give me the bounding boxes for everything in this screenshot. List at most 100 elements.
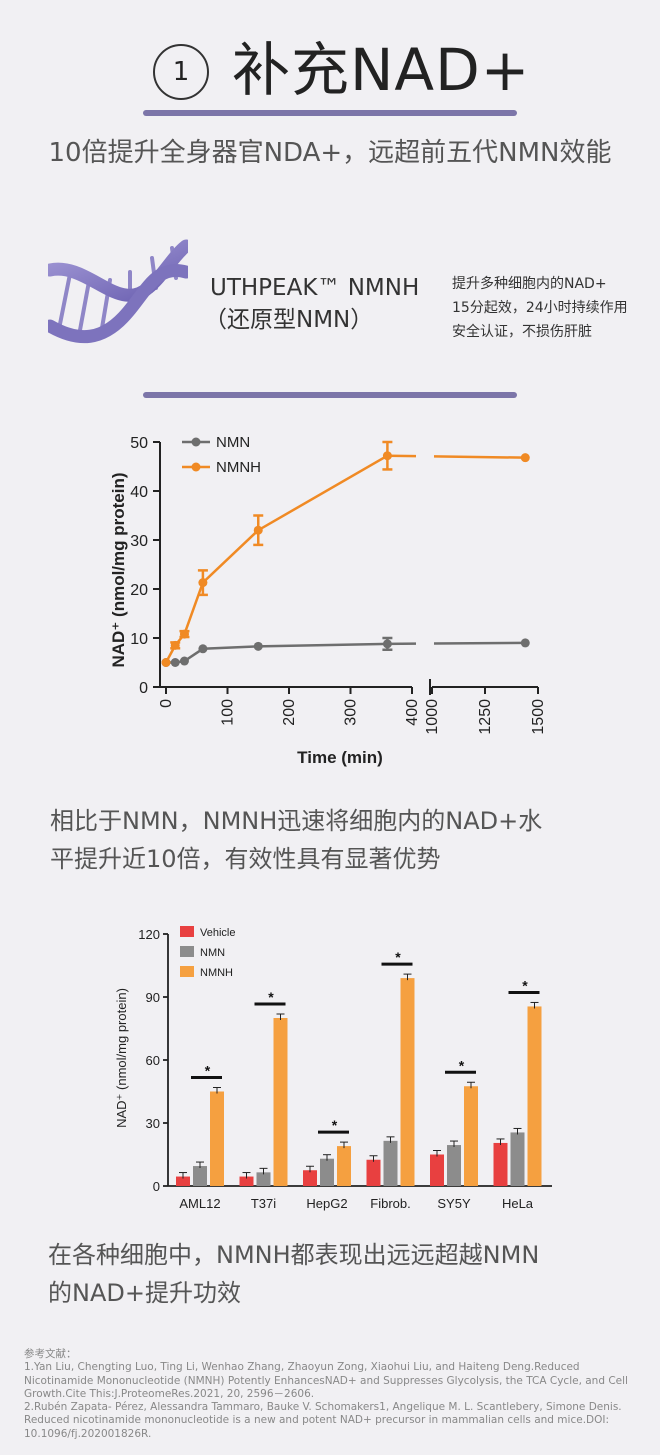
caption-chart1: 相比于NMN，NMNH迅速将细胞内的NAD+水 平提升近10倍，有效性具有显著优…	[50, 802, 542, 878]
significance-star: *	[205, 1063, 211, 1079]
legend-swatch	[180, 926, 194, 937]
x-tick-label: 1250	[477, 699, 494, 735]
divider-middle	[143, 392, 517, 398]
bar-nmnh	[273, 1018, 288, 1186]
series-line	[164, 454, 389, 664]
dna-helix-icon	[48, 239, 188, 344]
y-tick-label: 50	[130, 435, 148, 452]
legend-label: Vehicle	[200, 927, 235, 939]
references-heading: 参考文献：	[24, 1348, 77, 1360]
significance-star: *	[459, 1057, 465, 1073]
legend-label: NMN	[200, 947, 225, 959]
reference-item: 1.Yan Liu, Chengting Luo, Ting Li, Wenha…	[24, 1361, 628, 1400]
y-tick-label: 0	[153, 1179, 160, 1194]
feature-item: 15分起效，24小时持续作用	[452, 300, 628, 316]
bar-vehicle	[303, 1170, 317, 1186]
y-tick-label: 20	[130, 582, 148, 599]
product-name-line2: （还原型NMN）	[204, 307, 374, 333]
reference-item: 2.Rubén Zapata- Pérez, Alessandra Tammar…	[24, 1401, 622, 1440]
significance-star: *	[268, 989, 274, 1005]
subtitle: 10倍提升全身器官NDA+，远超前五代NMN效能	[48, 138, 612, 168]
y-tick-label: 90	[146, 990, 160, 1005]
bar-group-hela: * HeLa	[493, 977, 542, 1211]
caption-line: 平提升近10倍，有效性具有显著优势	[50, 845, 441, 873]
bar-vehicle	[366, 1159, 381, 1186]
legend-label: NMNH	[216, 459, 261, 476]
significance-star: *	[332, 1117, 338, 1133]
data-point	[179, 629, 189, 639]
x-tick-label: Fibrob.	[370, 1196, 410, 1211]
legend-label: NMN	[216, 434, 250, 451]
y-tick-label: 30	[146, 1116, 160, 1131]
series-nmnh	[161, 440, 530, 667]
bar-vehicle	[430, 1154, 444, 1186]
series-line	[433, 641, 526, 645]
data-point	[382, 639, 392, 649]
data-point	[253, 641, 263, 651]
references: 参考文献： 1.Yan Liu, Chengting Luo, Ting Li,…	[24, 1348, 636, 1441]
bar-group-aml12: * AML12	[176, 1063, 224, 1211]
bar-nmn	[320, 1158, 334, 1186]
bar-nmnh	[400, 978, 415, 1186]
series-line	[433, 455, 526, 459]
feature-item: 安全认证，不损伤肝脏	[452, 324, 592, 340]
y-axis-label: NAD⁺ (nmol/mg protein)	[114, 988, 129, 1128]
bar-nmn	[383, 1140, 398, 1186]
y-tick-label: 60	[146, 1053, 160, 1068]
caption-line: 相比于NMN，NMNH迅速将细胞内的NAD+水	[50, 807, 543, 835]
significance-star: *	[395, 949, 401, 965]
bar-chart-nad-cells: NAD⁺ (nmol/mg protein) 0 30 60 90 120 * AML12…	[114, 926, 552, 1211]
chart-legend: Vehicle NMN NMNH	[180, 926, 235, 979]
caption-chart2: 在各种细胞中，NMNH都表现出远远超越NMN 的NAD+提升功效	[48, 1236, 539, 1312]
bar-nmnh	[464, 1086, 478, 1186]
feature-list: 提升多种细胞内的NAD+ 15分起效，24小时持续作用 安全认证，不损伤肝脏	[452, 272, 628, 344]
x-axis-label: Time (min)	[297, 748, 383, 767]
y-tick-label: 30	[130, 533, 148, 550]
product-name: UTHPEAK™ NMNH （还原型NMN）	[204, 272, 419, 336]
bar-nmnh	[527, 1006, 542, 1186]
y-tick-label: 0	[139, 680, 148, 697]
data-point	[520, 453, 530, 463]
significance-star: *	[522, 977, 528, 993]
x-tick-label: HepG2	[306, 1196, 347, 1211]
y-tick-label: 10	[130, 631, 148, 648]
x-tick-label: HeLa	[502, 1196, 534, 1211]
bar-group-sy5y: * SY5Y	[430, 1057, 478, 1211]
legend-marker	[191, 437, 201, 447]
caption-line: 在各种细胞中，NMNH都表现出远远超越NMN	[48, 1241, 540, 1269]
x-tick-label: 1500	[530, 699, 547, 735]
bar-nmnh	[337, 1146, 351, 1186]
x-tick-label: 100	[220, 699, 237, 726]
bar-group-t37i: * T37i	[239, 989, 288, 1211]
bar-nmn	[193, 1166, 207, 1186]
x-tick-label: T37i	[251, 1196, 276, 1211]
y-tick-label: 120	[138, 927, 160, 942]
bar-nmnh	[210, 1091, 224, 1186]
data-point	[198, 644, 208, 654]
legend-marker	[191, 462, 201, 472]
section-number-badge: 1	[153, 44, 209, 100]
bar-group-fibrob: * Fibrob.	[366, 949, 415, 1211]
bar-nmn	[447, 1145, 461, 1186]
bar-nmn	[256, 1172, 271, 1186]
data-point	[170, 640, 180, 650]
bar-vehicle	[176, 1176, 190, 1186]
bar-nmn	[510, 1132, 525, 1186]
series-nmn	[161, 636, 530, 667]
legend-swatch	[180, 946, 194, 957]
line-chart-nad-time: NAD⁺ (nmol/mg protein) Time (min) 0 10 20 3…	[109, 434, 547, 767]
data-point	[161, 658, 171, 667]
chart-legend: NMN NMNH	[182, 434, 261, 476]
data-point	[382, 451, 392, 461]
section-title: 补充NAD+	[232, 36, 531, 104]
bar-vehicle	[493, 1142, 508, 1186]
data-point	[520, 638, 530, 648]
data-point	[179, 656, 189, 666]
legend-label: NMNH	[200, 967, 233, 979]
x-tick-label: 0	[158, 699, 175, 708]
y-axis-label: NAD⁺ (nmol/mg protein)	[109, 472, 128, 667]
legend-swatch	[180, 966, 194, 977]
x-tick-label: AML12	[179, 1196, 220, 1211]
feature-item: 提升多种细胞内的NAD+	[452, 276, 607, 292]
data-point	[198, 578, 208, 588]
